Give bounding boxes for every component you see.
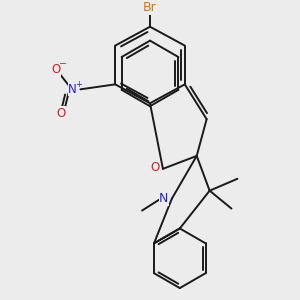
Text: Br: Br xyxy=(143,1,157,14)
Text: O: O xyxy=(51,63,60,76)
Text: O: O xyxy=(150,161,160,174)
Text: N: N xyxy=(159,192,169,205)
Text: N: N xyxy=(68,83,77,96)
Text: −: − xyxy=(59,59,68,70)
Text: O: O xyxy=(56,107,65,120)
Text: +: + xyxy=(75,80,82,89)
